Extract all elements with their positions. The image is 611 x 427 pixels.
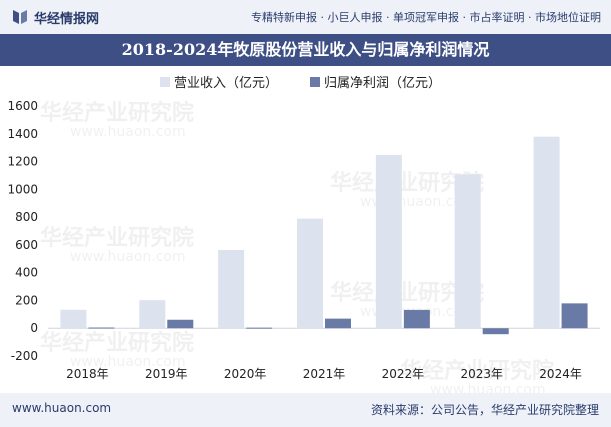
- revenue-bar: [533, 136, 560, 329]
- top-banner: [0, 0, 611, 34]
- y-tick-label: 400: [15, 266, 38, 280]
- revenue-bar: [375, 154, 402, 329]
- x-tick-label: 2018年: [66, 367, 109, 381]
- y-tick-label: 800: [15, 210, 38, 224]
- legend-label: 归属净利润（亿元）: [324, 76, 441, 91]
- x-tick-label: 2019年: [145, 367, 188, 381]
- y-tick-label: 1400: [7, 127, 38, 141]
- profit-bar: [403, 309, 430, 329]
- watermark-text: 华经产业研究院: [40, 225, 194, 251]
- watermark-url: www.huaon.com: [70, 249, 186, 265]
- profit-bar: [246, 327, 273, 329]
- profit-bar: [561, 303, 588, 329]
- watermark-text: 华经产业研究院: [400, 358, 554, 384]
- profit-bar: [482, 328, 509, 335]
- watermark-url: www.huaon.com: [430, 382, 546, 393]
- legend-swatch: [310, 77, 320, 87]
- website-url: www.huaon.com: [12, 401, 112, 415]
- bar-chart: 华经产业研究院www.huaon.com华经产业研究院www.huaon.com…: [7, 76, 600, 393]
- profit-bar: [325, 318, 351, 329]
- y-tick-label: -200: [11, 349, 38, 363]
- y-tick-label: 1200: [7, 155, 38, 169]
- legend: 营业收入（亿元） 归属净利润（亿元）: [160, 76, 441, 91]
- x-axis-labels: 2018年 2019年 2020年 2021年 2022年 2023年 2024年: [66, 367, 582, 381]
- watermark-text: 华经产业研究院: [40, 100, 194, 126]
- y-tick-label: 1000: [7, 182, 38, 196]
- y-tick-label: 1600: [7, 99, 38, 113]
- profit-bar: [167, 319, 194, 329]
- service-list: 专精特新申报 · 小巨人申报 · 单项冠军申报 · 市占率证明 · 市场地位证明: [251, 11, 601, 24]
- revenue-bar: [297, 218, 323, 329]
- title-banner: [0, 34, 611, 66]
- revenue-bar: [454, 174, 481, 329]
- source-note: 资料来源：公司公告，华经产业研究院整理: [370, 403, 599, 417]
- legend-swatch: [160, 77, 170, 87]
- brand-logo-icon: [13, 10, 27, 24]
- watermark-url: www.huaon.com: [70, 124, 186, 140]
- revenue-bar: [60, 309, 87, 329]
- footer-band: [0, 393, 611, 427]
- y-tick-label: 600: [15, 238, 38, 252]
- chart-title: 2018-2024年牧原股份营业收入与归属净利润情况: [121, 40, 490, 59]
- bars-layer: [60, 136, 588, 335]
- brand-name: 华经情报网: [34, 12, 100, 27]
- y-tick-label: 0: [30, 321, 38, 335]
- x-tick-label: 2020年: [224, 367, 267, 381]
- y-axis: 1600 1400 1200 1000 800 600 400 200 0 -200: [7, 99, 600, 363]
- y-tick-label: 200: [15, 293, 38, 307]
- watermark-text: 华经产业研究院: [40, 330, 194, 356]
- x-tick-label: 2023年: [460, 367, 503, 381]
- x-tick-label: 2021年: [303, 367, 346, 381]
- revenue-bar: [139, 300, 166, 329]
- profit-bar: [88, 327, 115, 329]
- watermark-url: www.huaon.com: [70, 354, 186, 370]
- legend-label: 营业收入（亿元）: [174, 76, 278, 91]
- revenue-bar: [218, 250, 245, 329]
- x-tick-label: 2022年: [382, 367, 425, 381]
- x-tick-label: 2024年: [539, 367, 582, 381]
